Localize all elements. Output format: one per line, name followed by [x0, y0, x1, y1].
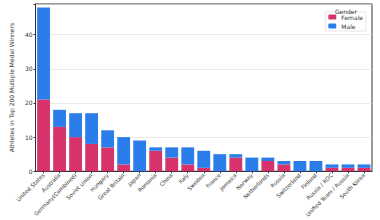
svg-text:Netherlands: Netherlands	[242, 172, 270, 200]
svg-text:Jamaica: Jamaica	[218, 172, 239, 193]
svg-text:30: 30	[25, 65, 33, 72]
svg-text:Great Britain: Great Britain	[97, 172, 126, 201]
svg-text:Soviet Union: Soviet Union	[65, 172, 94, 201]
svg-text:Finland: Finland	[299, 172, 318, 191]
svg-text:Norway: Norway	[235, 172, 254, 192]
svg-text:Gender: Gender	[335, 8, 358, 15]
svg-text:China: China	[159, 172, 174, 187]
svg-text:Russia / ROC: Russia / ROC	[305, 172, 334, 201]
svg-text:Female: Female	[341, 14, 363, 21]
svg-text:Switzerland: Switzerland	[275, 172, 302, 199]
svg-text:Hungary: Hungary	[89, 172, 110, 193]
svg-text:Russia: Russia	[269, 172, 286, 189]
svg-text:Athletes in Top 200 Multiple M: Athletes in Top 200 Multiple Medal Winne…	[8, 23, 16, 152]
svg-text:20: 20	[25, 99, 33, 106]
svg-text:United States: United States	[15, 172, 46, 203]
svg-text:Germany(Combined): Germany(Combined)	[32, 172, 78, 217]
svg-text:Australia: Australia	[40, 172, 62, 194]
svg-text:France: France	[204, 172, 222, 190]
svg-text:Romania: Romania	[137, 172, 158, 193]
svg-text:South Korea: South Korea	[338, 172, 366, 200]
svg-text:0: 0	[29, 168, 33, 175]
svg-text:Japan: Japan	[126, 172, 142, 188]
svg-text:Sweden: Sweden	[186, 172, 206, 192]
svg-text:10: 10	[25, 134, 33, 141]
svg-text:Italy: Italy	[177, 172, 190, 185]
svg-text:Unified Team / Russia: Unified Team / Russia	[304, 172, 351, 218]
svg-text:40: 40	[25, 31, 33, 38]
svg-text:Male: Male	[341, 23, 356, 30]
